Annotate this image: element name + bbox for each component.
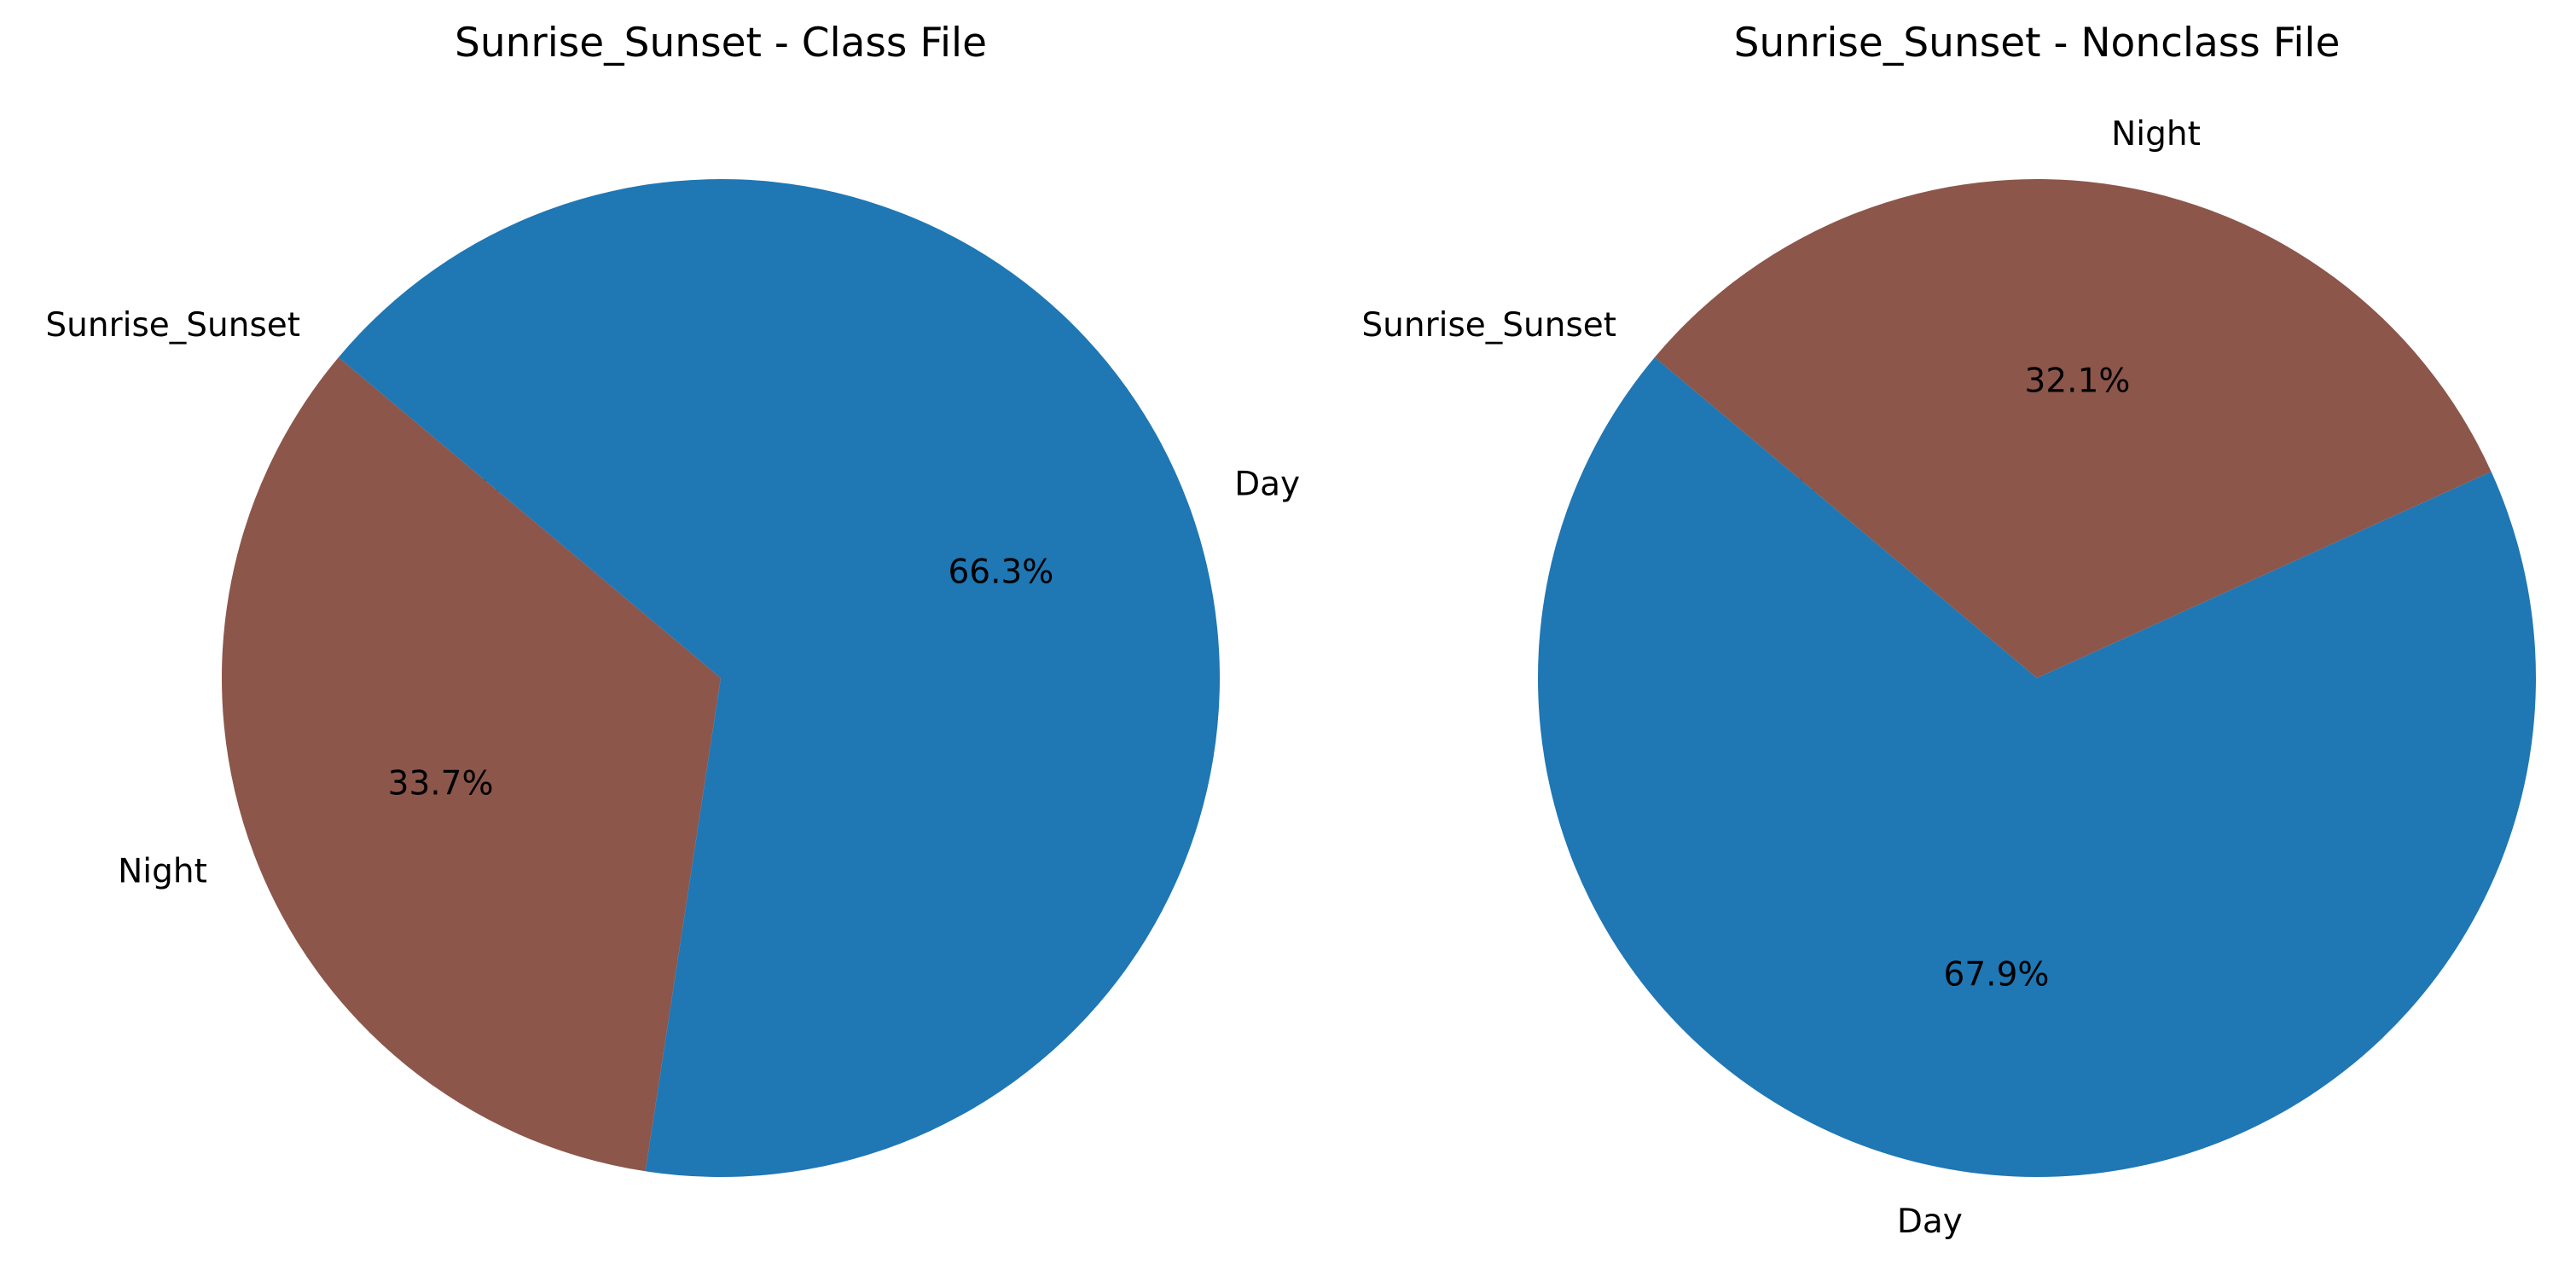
slice-label-day: Day <box>1897 1203 1963 1241</box>
pie-chart-nonclass-file: Sunrise_Sunset0.0%Day67.9%Night32.1%Sunr… <box>1361 20 2536 1241</box>
slice-label-sunrise-sunset: Sunrise_Sunset <box>45 306 300 345</box>
slice-label-sunrise-sunset: Sunrise_Sunset <box>1361 306 1616 345</box>
pie-slice-night <box>221 357 721 1172</box>
slice-percent-day: 66.3% <box>948 554 1053 592</box>
slice-label-day: Day <box>1234 466 1300 504</box>
slice-percent-night: 33.7% <box>388 764 494 803</box>
slice-label-night: Night <box>118 853 207 891</box>
chart-title-nonclass-file: Sunrise_Sunset - Nonclass File <box>1734 20 2341 67</box>
slice-percent-night: 32.1% <box>2025 362 2131 401</box>
chart-title-class-file: Sunrise_Sunset - Class File <box>455 20 987 67</box>
pie-slice-night <box>1654 178 2492 678</box>
slice-label-night: Night <box>2111 115 2201 154</box>
slice-percent-day: 67.9% <box>1944 955 2050 994</box>
pie-slice-day <box>338 179 1220 1178</box>
pie-chart-class-file: Sunrise_Sunset0.0%Night33.7%Day66.3%Sunr… <box>45 20 1300 1178</box>
pie-slice-day <box>1537 357 2536 1177</box>
